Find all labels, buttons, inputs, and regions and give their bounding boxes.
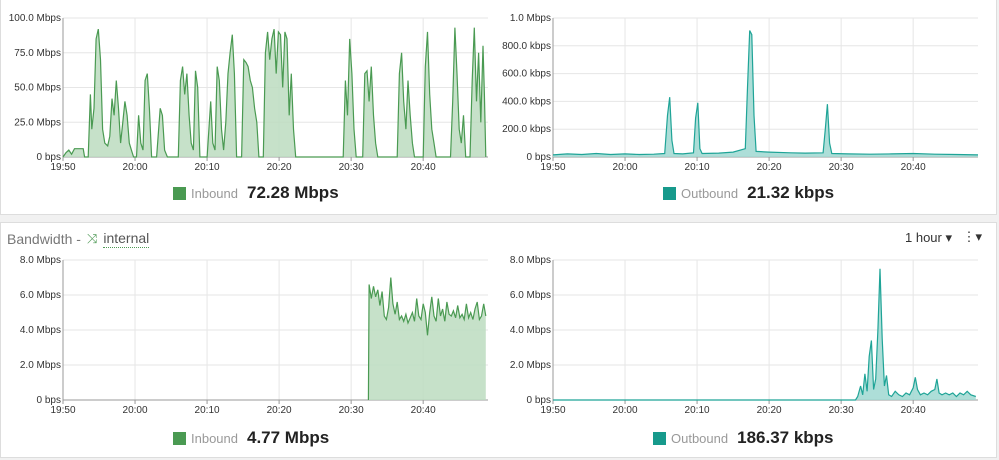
x-tick-label: 20:30 bbox=[339, 162, 364, 173]
y-tick-label: 1.0 Mbps bbox=[510, 13, 551, 24]
legend-inbound-top[interactable]: Inbound 72.28 Mbps bbox=[173, 183, 339, 203]
y-tick-label: 0 bps bbox=[527, 152, 551, 163]
x-tick-label: 20:30 bbox=[339, 405, 364, 416]
time-range-dropdown[interactable]: 1 hour ▾ bbox=[905, 230, 952, 245]
y-tick-label: 800.0 kbps bbox=[502, 41, 551, 52]
series-line bbox=[367, 277, 487, 401]
legend-value: 4.77 Mbps bbox=[247, 428, 330, 447]
kebab-menu-icon[interactable]: ⋮▾ bbox=[962, 229, 982, 244]
legend-outbound-internal[interactable]: Outbound 186.37 kbps bbox=[653, 428, 834, 448]
y-tick-label: 6.0 Mbps bbox=[510, 290, 551, 301]
series-area bbox=[368, 277, 486, 400]
inbound-chart-top: 0 bps 25.0 Mbps 50.0 Mbps 75.0 Mbps 100.0 Mb… bbox=[9, 13, 488, 173]
y-tick-label: 8.0 Mbps bbox=[20, 255, 61, 266]
x-tick-label: 20:20 bbox=[267, 162, 292, 173]
legend-label: Outbound bbox=[671, 430, 729, 446]
y-tick-label: 0 bps bbox=[37, 152, 61, 163]
y-tick-label: 8.0 Mbps bbox=[510, 255, 551, 266]
y-tick-label: 0 bps bbox=[527, 395, 551, 406]
series-line bbox=[553, 268, 976, 401]
legend-value: 21.32 kbps bbox=[747, 183, 835, 202]
y-tick-label: 2.0 Mbps bbox=[510, 360, 551, 371]
x-tick-label: 20:40 bbox=[411, 162, 436, 173]
x-tick-label: 19:50 bbox=[50, 162, 75, 173]
x-tick-label: 20:00 bbox=[123, 405, 148, 416]
legend-label: Inbound bbox=[191, 185, 238, 201]
x-tick-label: 20:40 bbox=[411, 405, 436, 416]
x-tick-label: 20:10 bbox=[195, 162, 220, 173]
x-tick-label: 20:20 bbox=[757, 405, 782, 416]
x-tick-label: 19:50 bbox=[540, 162, 565, 173]
bandwidth-panel-internal: Bandwidth - ⤨ internal 1 hour ▾ ⋮▾ 0 bps… bbox=[0, 222, 997, 458]
bandwidth-panel-top: 0 bps 25.0 Mbps 50.0 Mbps 75.0 Mbps 100.0 Mb… bbox=[0, 0, 997, 215]
y-tick-label: 25.0 Mbps bbox=[14, 117, 61, 128]
x-tick-label: 20:40 bbox=[901, 405, 926, 416]
x-tick-label: 19:50 bbox=[540, 405, 565, 416]
y-tick-label: 600.0 kbps bbox=[502, 69, 551, 80]
y-tick-label: 50.0 Mbps bbox=[14, 83, 61, 94]
shuffle-icon: ⤨ bbox=[86, 231, 98, 246]
legend-value: 186.37 kbps bbox=[737, 428, 834, 447]
legend-inbound-internal[interactable]: Inbound 4.77 Mbps bbox=[173, 428, 329, 448]
x-tick-label: 20:40 bbox=[901, 162, 926, 173]
inbound-swatch bbox=[173, 431, 186, 445]
x-tick-label: 20:20 bbox=[267, 405, 292, 416]
series-line bbox=[62, 27, 487, 158]
x-tick-label: 20:00 bbox=[613, 162, 638, 173]
inbound-swatch bbox=[173, 186, 186, 200]
outbound-chart-top: 0 bps 200.0 kbps 400.0 kbps 600.0 kbps 800.0… bbox=[502, 13, 979, 173]
x-tick-label: 19:50 bbox=[50, 405, 75, 416]
x-tick-label: 20:00 bbox=[613, 405, 638, 416]
x-tick-label: 20:30 bbox=[829, 405, 854, 416]
legend-label: Outbound bbox=[681, 185, 739, 201]
series-area bbox=[63, 27, 486, 158]
x-tick-label: 20:10 bbox=[685, 162, 710, 173]
interface-link[interactable]: internal bbox=[103, 230, 150, 248]
legend-value: 72.28 Mbps bbox=[247, 183, 339, 202]
y-tick-label: 75.0 Mbps bbox=[14, 48, 61, 59]
x-tick-label: 20:30 bbox=[829, 162, 854, 173]
series-area bbox=[553, 268, 976, 400]
inbound-chart-internal: 0 bps 2.0 Mbps 4.0 Mbps 6.0 Mbps 8.0 Mbps 19:… bbox=[20, 255, 488, 416]
x-tick-label: 20:00 bbox=[123, 162, 148, 173]
x-tick-label: 20:10 bbox=[685, 405, 710, 416]
series-area bbox=[553, 30, 978, 157]
y-tick-label: 4.0 Mbps bbox=[20, 325, 61, 336]
outbound-swatch bbox=[663, 186, 676, 200]
panel-header: Bandwidth - ⤨ internal bbox=[7, 230, 150, 248]
y-tick-label: 100.0 Mbps bbox=[9, 13, 61, 24]
y-tick-label: 0 bps bbox=[37, 395, 61, 406]
legend-label: Inbound bbox=[191, 430, 238, 446]
y-tick-label: 4.0 Mbps bbox=[510, 325, 551, 336]
panel-title: Bandwidth - bbox=[7, 231, 81, 247]
y-tick-label: 6.0 Mbps bbox=[20, 290, 61, 301]
legend-outbound-top[interactable]: Outbound 21.32 kbps bbox=[663, 183, 834, 203]
x-tick-label: 20:20 bbox=[757, 162, 782, 173]
y-tick-label: 400.0 kbps bbox=[502, 96, 551, 107]
series-line bbox=[552, 30, 979, 156]
outbound-chart-internal: 0 bps 2.0 Mbps 4.0 Mbps 6.0 Mbps 8.0 Mbps 19:… bbox=[510, 255, 978, 416]
outbound-swatch bbox=[653, 431, 666, 445]
y-tick-label: 200.0 kbps bbox=[502, 124, 551, 135]
y-tick-label: 2.0 Mbps bbox=[20, 360, 61, 371]
x-tick-label: 20:10 bbox=[195, 405, 220, 416]
